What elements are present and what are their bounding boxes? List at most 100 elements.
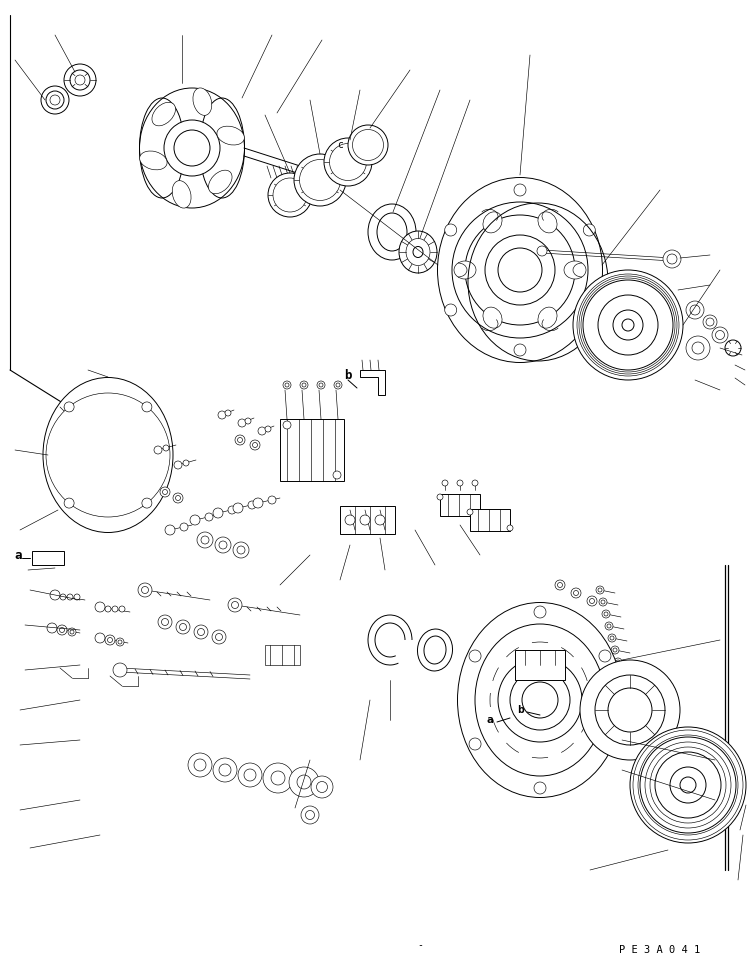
Circle shape [712,327,728,343]
Circle shape [163,445,169,451]
Circle shape [607,624,611,628]
Circle shape [477,510,483,516]
Bar [265,645,300,665]
Circle shape [583,280,673,370]
Circle shape [197,629,205,636]
Circle shape [215,537,231,553]
Circle shape [507,525,513,531]
Polygon shape [360,370,385,395]
Circle shape [300,381,308,389]
Circle shape [105,606,111,612]
Circle shape [194,625,208,639]
Circle shape [219,764,231,776]
Circle shape [469,650,481,662]
Bar [440,494,480,516]
Circle shape [573,270,683,380]
Circle shape [514,344,526,356]
Circle shape [105,635,115,645]
Circle shape [268,173,312,217]
Circle shape [238,419,246,427]
Circle shape [238,437,243,443]
Circle shape [154,446,162,454]
Circle shape [237,546,245,554]
Ellipse shape [538,307,557,328]
Ellipse shape [418,629,453,671]
Circle shape [50,95,60,105]
Circle shape [437,494,443,500]
Circle shape [375,515,385,525]
Circle shape [580,660,680,760]
Circle shape [335,149,361,175]
Circle shape [179,623,187,631]
Ellipse shape [140,151,167,169]
Circle shape [278,183,302,207]
Text: b: b [344,369,352,381]
Ellipse shape [457,603,622,797]
Ellipse shape [140,88,244,208]
Ellipse shape [483,307,502,328]
Circle shape [176,496,181,501]
Circle shape [268,496,276,504]
Circle shape [311,776,333,798]
Circle shape [173,493,183,503]
Circle shape [587,596,597,606]
Circle shape [595,675,665,745]
Circle shape [614,658,622,666]
Circle shape [324,138,372,186]
Bar [32,551,64,565]
Circle shape [183,460,189,466]
Circle shape [263,763,293,793]
Circle shape [472,480,478,486]
Circle shape [601,600,605,604]
Circle shape [294,154,346,206]
Circle shape [283,421,291,429]
Circle shape [319,383,323,387]
Circle shape [289,767,319,797]
Circle shape [306,811,314,820]
Circle shape [108,638,113,642]
Circle shape [57,625,67,635]
Circle shape [316,171,328,183]
Circle shape [328,179,336,187]
Circle shape [452,202,588,338]
Circle shape [599,650,611,662]
Text: a: a [14,549,22,561]
Circle shape [345,515,355,525]
Circle shape [212,630,226,644]
Circle shape [46,91,64,109]
Circle shape [663,250,681,268]
Circle shape [233,542,249,558]
Circle shape [485,235,555,305]
Circle shape [174,130,210,166]
Circle shape [598,295,658,355]
Circle shape [670,767,706,803]
Circle shape [228,598,242,612]
Circle shape [235,435,245,445]
Text: P E 3 A 0 4 1: P E 3 A 0 4 1 [619,945,701,955]
Bar [280,419,344,481]
Circle shape [317,782,327,793]
Circle shape [67,594,73,600]
Circle shape [68,628,76,636]
Circle shape [680,777,696,793]
Circle shape [161,618,169,626]
Circle shape [215,634,223,640]
Circle shape [686,336,710,360]
Circle shape [302,383,306,387]
Circle shape [300,160,341,200]
Circle shape [457,480,463,486]
Circle shape [265,426,271,432]
Circle shape [64,64,96,96]
Circle shape [64,498,74,508]
Circle shape [467,509,473,515]
Circle shape [608,688,652,732]
Text: a: a [486,715,493,725]
Circle shape [613,648,617,652]
Circle shape [232,602,238,609]
Ellipse shape [43,377,173,533]
Circle shape [46,393,170,517]
Circle shape [498,658,582,742]
Circle shape [218,411,226,419]
Circle shape [283,381,291,389]
Circle shape [444,304,456,316]
